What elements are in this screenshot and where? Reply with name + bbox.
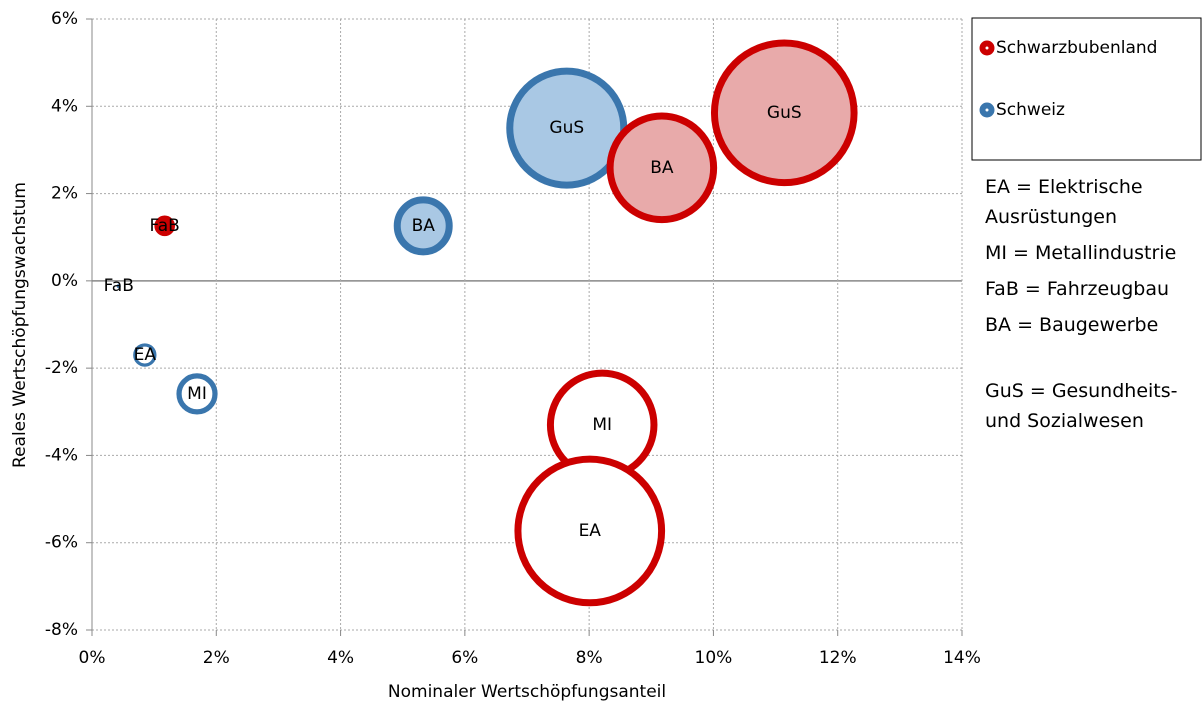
y-tick-label: -4% bbox=[45, 445, 78, 465]
legend-marker-dot bbox=[985, 46, 989, 50]
x-tick-label: 10% bbox=[695, 648, 733, 668]
y-tick-label: -6% bbox=[45, 533, 78, 553]
bubble-label: GuS bbox=[549, 118, 584, 138]
x-tick-label: 14% bbox=[943, 648, 981, 668]
legend-box bbox=[971, 17, 1202, 161]
note: FaB = Fahrzeugbau bbox=[985, 278, 1170, 300]
bubble-label: BA bbox=[412, 216, 436, 236]
x-tick-label: 2% bbox=[203, 648, 230, 668]
note: GuS = Gesundheits- und Sozialwesen bbox=[985, 380, 1178, 432]
x-tick-label: 6% bbox=[451, 648, 478, 668]
bubble bbox=[514, 455, 666, 607]
note: MI = Metallindustrie bbox=[985, 242, 1177, 264]
bubble bbox=[154, 215, 176, 237]
legend-label: Schweiz bbox=[996, 100, 1065, 120]
y-tick-label: -8% bbox=[45, 620, 78, 640]
y-axis-title: Reales Wertschöpfungswachstum bbox=[10, 182, 30, 468]
y-tick-label: 2% bbox=[51, 184, 78, 204]
bubble-label: FaB bbox=[104, 276, 134, 296]
x-tick-label: 0% bbox=[79, 648, 106, 668]
legend-label: Schwarzbubenland bbox=[996, 38, 1157, 58]
bubble-label: EA bbox=[579, 521, 602, 541]
bubble-label: EA bbox=[134, 345, 157, 365]
bubble bbox=[133, 343, 157, 367]
x-tick-label: 4% bbox=[327, 648, 354, 668]
bubble-label: MI bbox=[592, 415, 612, 435]
x-tick-label: 8% bbox=[576, 648, 603, 668]
bubble-label: GuS bbox=[767, 103, 802, 123]
note: EA = Elektrische Ausrüstungen bbox=[985, 176, 1143, 228]
legend-marker-dot bbox=[985, 108, 989, 112]
bubble bbox=[606, 112, 718, 224]
bubble-label: FaB bbox=[150, 216, 180, 236]
bubble bbox=[116, 284, 121, 289]
note: BA = Baugewerbe bbox=[985, 314, 1159, 336]
notes: EA = Elektrische Ausrüstungen MI = Metall… bbox=[985, 172, 1195, 442]
bubble bbox=[393, 196, 453, 256]
y-tick-label: -2% bbox=[45, 358, 78, 378]
y-tick-label: 4% bbox=[51, 96, 78, 116]
bubble bbox=[176, 373, 218, 415]
y-tick-label: 6% bbox=[51, 9, 78, 29]
x-axis-title: Nominaler Wertschöpfungsanteil bbox=[388, 682, 666, 702]
x-tick-label: 12% bbox=[819, 648, 857, 668]
y-tick-label: 0% bbox=[51, 271, 78, 291]
bubble bbox=[710, 39, 858, 187]
bubble-label: BA bbox=[650, 158, 674, 178]
bubble-label: MI bbox=[187, 384, 207, 404]
